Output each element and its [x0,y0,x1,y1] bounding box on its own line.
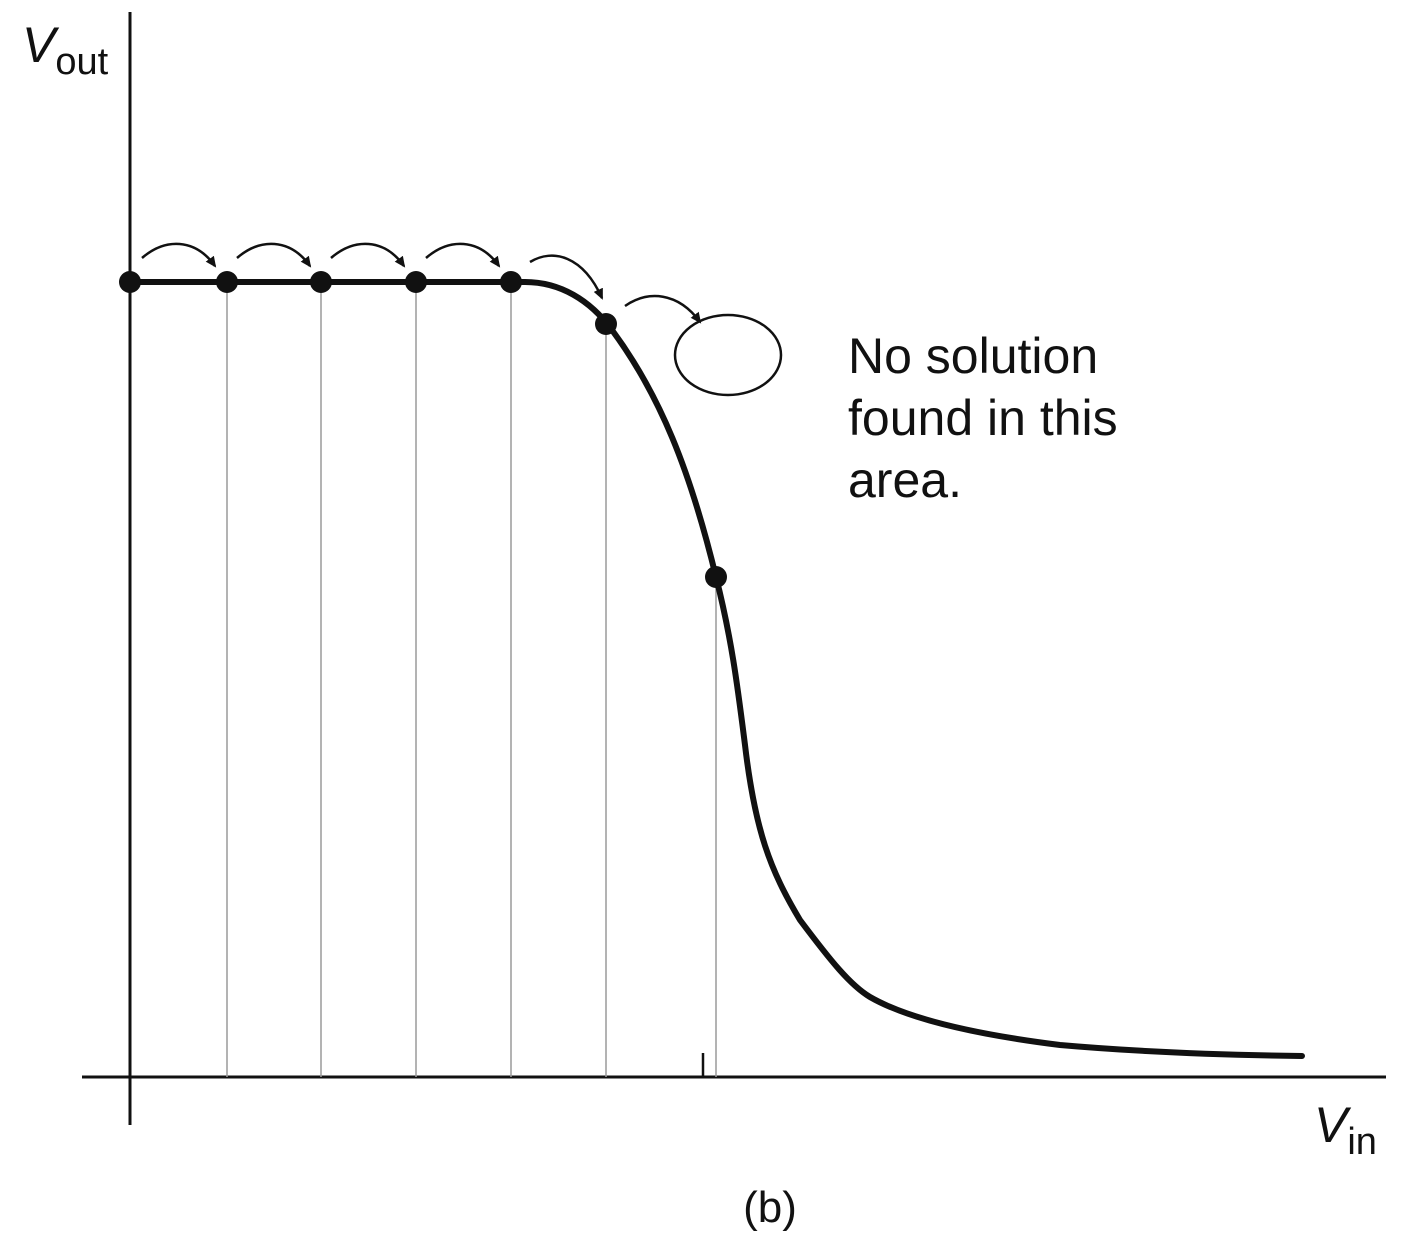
step-arrow [141,242,217,268]
step-arrow [529,254,604,300]
iteration-point [705,566,727,588]
step-arrows [141,242,702,324]
no-solution-circle [673,313,783,397]
step-arrow [624,294,702,324]
annotation: No solution found in this area. [848,328,1132,508]
y-axis-label: Vout [22,17,109,83]
iteration-points [119,271,727,588]
annotation-line: No solution [848,328,1098,384]
figure-caption: (b) [743,1183,797,1232]
iteration-point [500,271,522,293]
step-arrow [236,242,312,268]
transfer-curve [127,279,1305,1059]
guide-lines [226,282,717,1077]
iteration-point [216,271,238,293]
x-axis-label-main: V [1314,1097,1352,1153]
iteration-point [119,271,141,293]
y-axis-label-sub: out [55,41,108,83]
x-axis-label: Vin [1314,1097,1377,1163]
annotation-line: area. [848,452,962,508]
y-axis-label-main: V [22,17,60,73]
step-arrow [425,242,501,268]
iteration-point [310,271,332,293]
iteration-point [405,271,427,293]
annotation-line: found in this [848,390,1118,446]
x-axis-label-sub: in [1347,1121,1377,1163]
iteration-point [595,313,617,335]
step-arrow [330,242,406,268]
